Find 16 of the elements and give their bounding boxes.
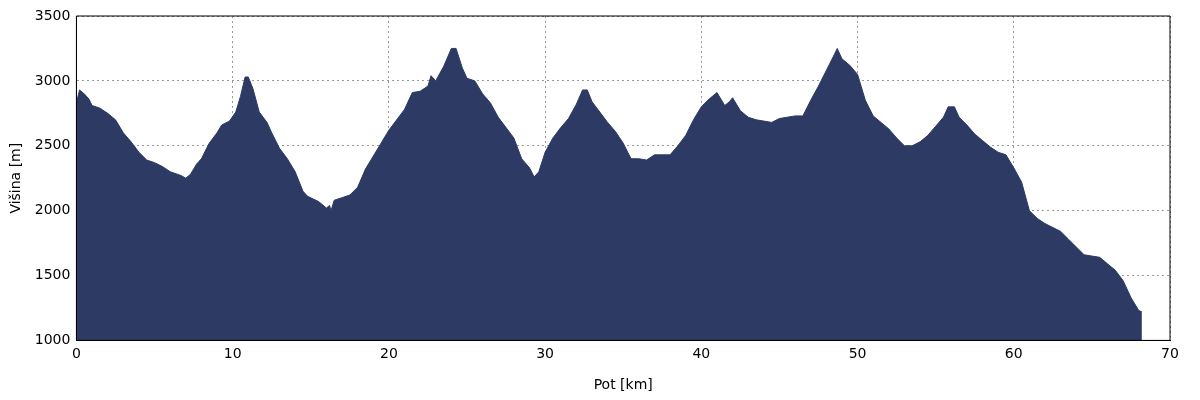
y-tick-label: 3500 bbox=[34, 6, 71, 23]
y-tick-label: 3000 bbox=[34, 71, 71, 88]
y-tick-label: 1500 bbox=[34, 266, 71, 283]
y-axis-title: Višina [m] bbox=[7, 142, 24, 214]
x-tick-label: 60 bbox=[1004, 345, 1023, 362]
x-tick-label: 0 bbox=[71, 345, 81, 362]
x-tick-label: 40 bbox=[692, 345, 711, 362]
x-tick-label: 30 bbox=[536, 345, 555, 362]
y-tick-label: 2000 bbox=[34, 201, 71, 218]
y-tick-label: 1000 bbox=[34, 331, 71, 348]
x-axis-title: Pot [km] bbox=[593, 376, 653, 393]
x-tick-label: 50 bbox=[848, 345, 867, 362]
x-tick-label: 70 bbox=[1161, 345, 1179, 362]
x-tick-label: 20 bbox=[379, 345, 398, 362]
x-tick-label: 10 bbox=[223, 345, 242, 362]
y-tick-label: 2500 bbox=[34, 136, 71, 153]
